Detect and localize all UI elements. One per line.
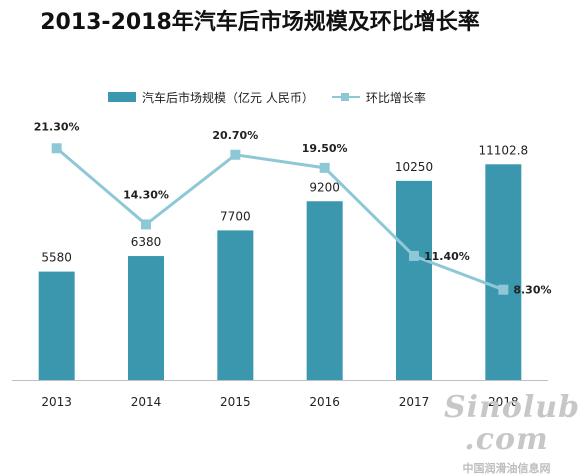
chart-title: 2013-2018年汽车后市场规模及环比增长率 (40, 10, 480, 35)
bar-2015 (217, 230, 254, 380)
legend-label-line: 环比增长率 (365, 90, 426, 105)
bar-2016 (306, 201, 343, 380)
bar-label-2015: 7700 (220, 209, 251, 223)
x-tick-label-2013: 2013 (41, 395, 72, 409)
legend-swatch-line (331, 92, 360, 102)
x-tick-label-2014: 2014 (131, 395, 162, 409)
bar-label-2016: 9200 (309, 180, 340, 194)
x-tick-label-2016: 2016 (309, 395, 340, 409)
legend: 汽车后市场规模（亿元 人民币） 环比增长率 (108, 88, 426, 106)
growth-label-2015: 20.70% (212, 129, 258, 142)
x-tick-label-2017: 2017 (399, 395, 430, 409)
bar-label-2018: 11102.8 (479, 143, 529, 157)
growth-label-2017: 11.40% (424, 250, 470, 263)
growth-line (55, 147, 504, 292)
legend-label-bar: 汽车后市场规模（亿元 人民币） (142, 90, 314, 105)
bar-2018 (485, 164, 522, 380)
growth-label-2014: 14.30% (123, 188, 169, 201)
bar-2017 (396, 180, 432, 380)
growth-label-2013: 21.30% (34, 120, 80, 133)
growth-label-2016: 19.50% (302, 142, 348, 155)
bar-label-2014: 6380 (131, 235, 162, 249)
watermark-subtitle: 中国润滑油信息网 (462, 462, 551, 475)
bar-label-2013: 5580 (41, 251, 72, 265)
growth-point-2015 (230, 149, 241, 160)
growth-point-2017 (409, 250, 419, 261)
bar-label-2017: 10250 (395, 160, 433, 174)
growth-point-2016 (319, 162, 330, 173)
bar-2014 (128, 256, 164, 380)
x-tick-label-2018: 2018 (488, 395, 519, 409)
growth-point-2014 (141, 219, 151, 230)
growth-label-2018: 8.30% (513, 284, 551, 297)
watermark: Sinolub .com 中国润滑油信息网 (444, 390, 578, 476)
watermark-logo: Sinolub .com (444, 390, 578, 457)
bar-2013 (38, 271, 75, 380)
growth-point-2013 (51, 143, 62, 154)
growth-point-2018 (498, 284, 509, 295)
x-tick-label-2015: 2015 (220, 395, 251, 409)
legend-swatch-bar (108, 92, 136, 102)
